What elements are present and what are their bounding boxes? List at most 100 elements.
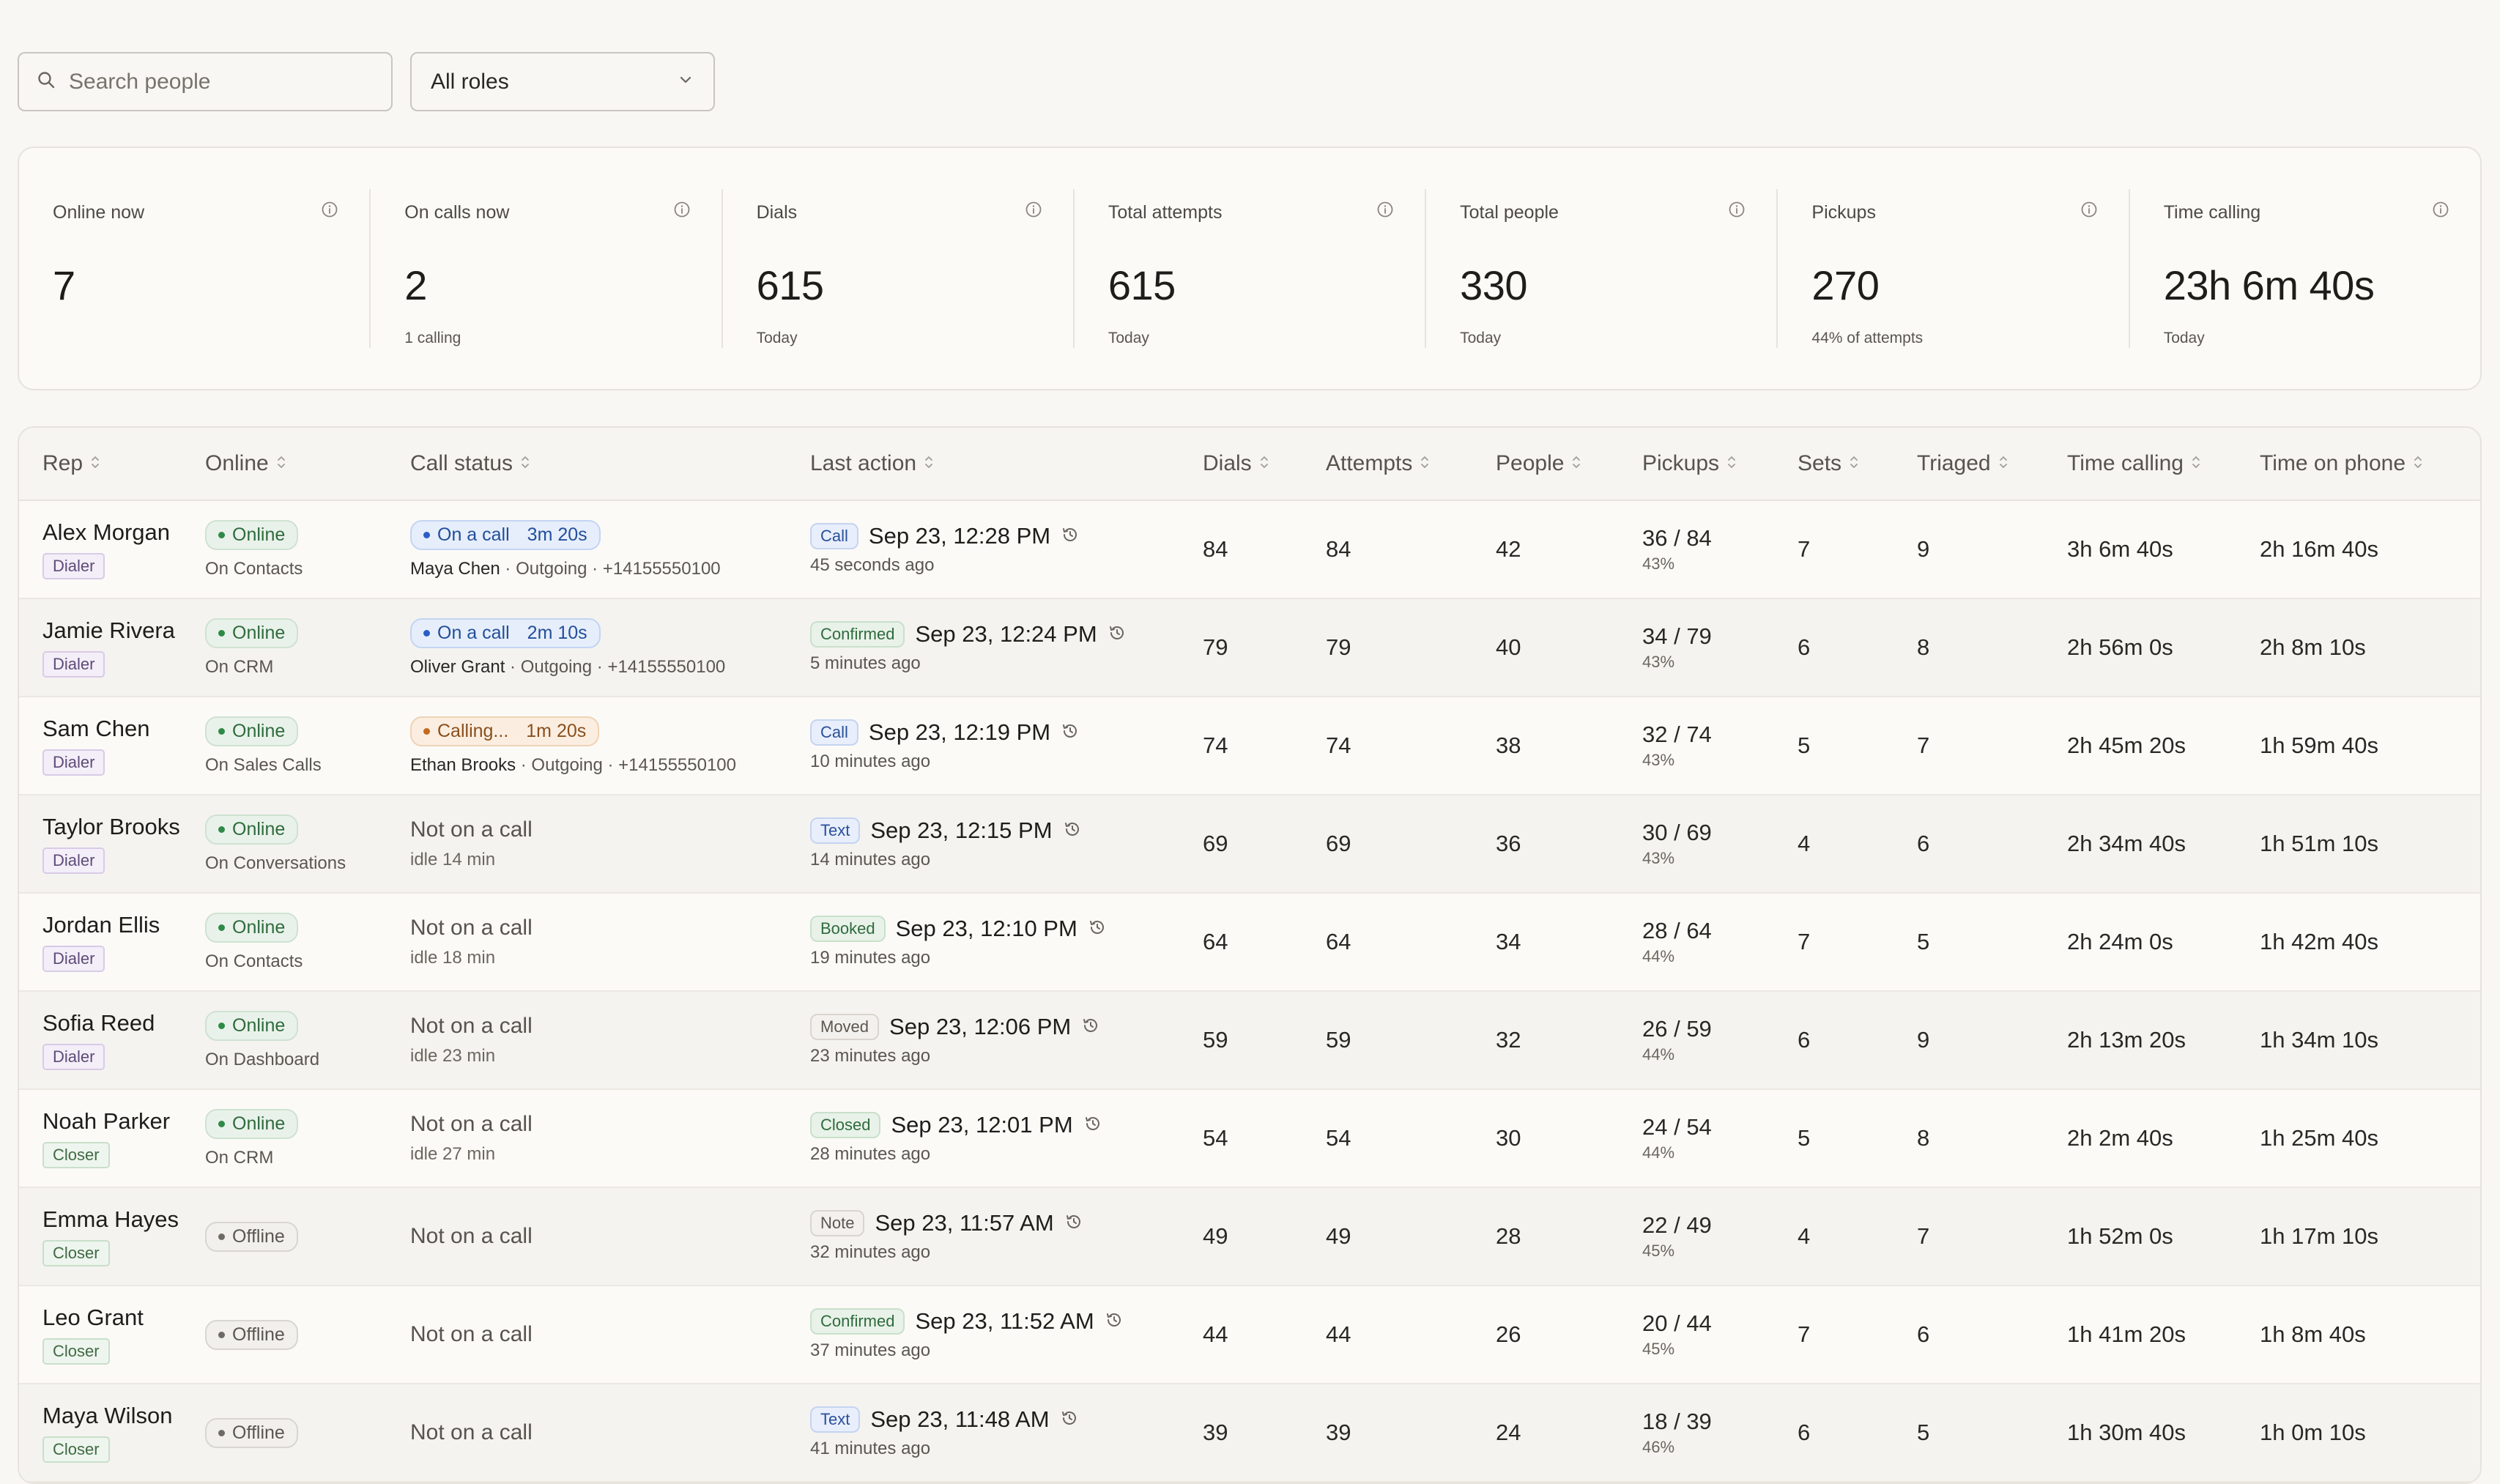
current-page: On Contacts: [205, 558, 303, 579]
current-page: On Sales Calls: [205, 754, 322, 775]
rep-name[interactable]: Taylor Brooks: [42, 814, 180, 839]
online-status-badge: Online: [205, 519, 299, 550]
column-header-rep[interactable]: Rep: [19, 451, 205, 476]
current-page: On Contacts: [205, 951, 303, 971]
call-status-cell: Not on a call: [410, 1322, 810, 1347]
table-row[interactable]: Sam Chen Dialer Online On Sales Calls Callin…: [19, 697, 2480, 795]
history-icon[interactable]: [1060, 1409, 1079, 1431]
rep-cell: Sam Chen Dialer: [19, 716, 205, 776]
current-page: On CRM: [205, 1147, 274, 1168]
status-dot-icon: [218, 1120, 225, 1127]
online-status-label: Offline: [232, 1324, 285, 1345]
rep-name[interactable]: Alex Morgan: [42, 519, 171, 545]
rep-name[interactable]: Jamie Rivera: [42, 617, 175, 643]
chevron-down-icon: [677, 70, 694, 94]
people-value: 42: [1496, 536, 1521, 562]
column-header-online[interactable]: Online: [205, 451, 410, 476]
column-header-attempts[interactable]: Attempts: [1326, 451, 1496, 476]
people-value: 36: [1496, 831, 1521, 856]
history-icon[interactable]: [1083, 1114, 1102, 1137]
dials-value: 74: [1203, 732, 1228, 758]
history-icon[interactable]: [1081, 1016, 1100, 1039]
current-page: On Conversations: [205, 853, 346, 873]
history-icon[interactable]: [1108, 623, 1127, 646]
table-row[interactable]: Sofia Reed Dialer Online On Dashboard Not on…: [19, 992, 2480, 1090]
sort-icon: [1998, 451, 2008, 476]
call-contact[interactable]: Maya Chen: [410, 558, 500, 579]
info-icon[interactable]: [673, 201, 691, 222]
info-icon[interactable]: [1728, 201, 1746, 222]
history-icon[interactable]: [1061, 721, 1080, 744]
rep-name[interactable]: Emma Hayes: [42, 1206, 179, 1232]
rep-name[interactable]: Sofia Reed: [42, 1010, 155, 1036]
info-icon[interactable]: [1025, 201, 1042, 222]
time-on-phone-value: 1h 8m 40s: [2260, 1321, 2366, 1347]
status-dot-icon: [423, 727, 430, 735]
stat-value: 7: [53, 262, 75, 308]
info-icon[interactable]: [2080, 201, 2098, 222]
call-status-cell: Not on a call idle 14 min: [410, 817, 810, 870]
people-value: 26: [1496, 1321, 1521, 1347]
column-header-time-calling[interactable]: Time calling: [2067, 451, 2260, 476]
status-dot-icon: [423, 629, 430, 637]
column-header-call-status[interactable]: Call status: [410, 451, 810, 476]
time-on-phone-value: 1h 51m 10s: [2260, 831, 2378, 856]
call-contact[interactable]: Oliver Grant: [410, 656, 505, 677]
action-relative-time: 5 minutes ago: [810, 653, 921, 673]
rep-name[interactable]: Jordan Ellis: [42, 912, 160, 938]
stat-card: Dials 615 Today: [723, 189, 1075, 348]
info-icon[interactable]: [2432, 201, 2449, 222]
table-row[interactable]: Taylor Brooks Dialer Online On Conversation…: [19, 795, 2480, 894]
role-filter-select[interactable]: All roles: [410, 52, 715, 111]
table-row[interactable]: Jamie Rivera Dialer Online On CRM On a call 2…: [19, 599, 2480, 697]
column-header-pickups[interactable]: Pickups: [1642, 451, 1798, 476]
table-row[interactable]: Leo Grant Closer Offline Not on a call Confi…: [19, 1286, 2480, 1384]
pickups-cell: 36 / 84 43%: [1642, 525, 1798, 574]
action-relative-time: 28 minutes ago: [810, 1144, 931, 1164]
call-status-cell: Not on a call idle 18 min: [410, 916, 810, 968]
stat-card: Pickups 270 44% of attempts: [1778, 189, 2130, 348]
action-time: Sep 23, 12:01 PM: [891, 1112, 1073, 1138]
history-icon[interactable]: [1105, 1310, 1124, 1333]
history-icon[interactable]: [1064, 1212, 1083, 1235]
column-header-triaged[interactable]: Triaged: [1917, 451, 2067, 476]
column-header-dials[interactable]: Dials: [1203, 451, 1326, 476]
column-header-last-action[interactable]: Last action: [810, 451, 1203, 476]
not-on-call-text: Not on a call: [410, 817, 533, 842]
table-row[interactable]: Noah Parker Closer Online On CRM Not on a ca…: [19, 1090, 2480, 1188]
table-row[interactable]: Jordan Ellis Dialer Online On Contacts Not o…: [19, 894, 2480, 992]
last-action-cell: Call Sep 23, 12:19 PM 10 minutes ago: [810, 719, 1203, 772]
history-icon[interactable]: [1063, 820, 1082, 842]
action-type-tag: Closed: [810, 1112, 881, 1138]
table-row[interactable]: Maya Wilson Closer Offline Not on a call Tex…: [19, 1384, 2480, 1483]
people-value: 38: [1496, 732, 1521, 758]
rep-name[interactable]: Sam Chen: [42, 716, 150, 741]
search-field[interactable]: [18, 52, 393, 111]
history-icon[interactable]: [1088, 918, 1107, 941]
action-time: Sep 23, 12:06 PM: [889, 1014, 1072, 1039]
info-icon[interactable]: [1376, 201, 1394, 222]
info-icon[interactable]: [321, 201, 338, 222]
action-relative-time: 41 minutes ago: [810, 1439, 931, 1458]
rep-name[interactable]: Leo Grant: [42, 1305, 144, 1330]
sets-value: 4: [1798, 831, 1811, 856]
call-contact[interactable]: Ethan Brooks: [410, 754, 516, 775]
rep-name[interactable]: Noah Parker: [42, 1108, 171, 1134]
column-header-sets[interactable]: Sets: [1798, 451, 1917, 476]
search-input[interactable]: [69, 69, 374, 94]
rep-cell: Taylor Brooks Dialer: [19, 814, 205, 874]
history-icon[interactable]: [1061, 525, 1080, 548]
stat-value: 615: [1108, 262, 1176, 308]
header-label: Online: [205, 451, 269, 475]
status-dot-icon: [218, 1331, 225, 1338]
pickups-value: 34 / 79: [1642, 623, 1712, 649]
stat-value: 330: [1460, 262, 1528, 308]
rep-name[interactable]: Maya Wilson: [42, 1403, 173, 1428]
triaged-value: 5: [1917, 929, 1930, 954]
online-status-badge: Offline: [205, 1417, 298, 1448]
table-row[interactable]: Emma Hayes Closer Offline Not on a call Note…: [19, 1188, 2480, 1286]
table-row[interactable]: Alex Morgan Dialer Online On Contacts On a c…: [19, 501, 2480, 599]
column-header-time-on-phone[interactable]: Time on phone: [2260, 451, 2465, 476]
column-header-people[interactable]: People: [1496, 451, 1642, 476]
